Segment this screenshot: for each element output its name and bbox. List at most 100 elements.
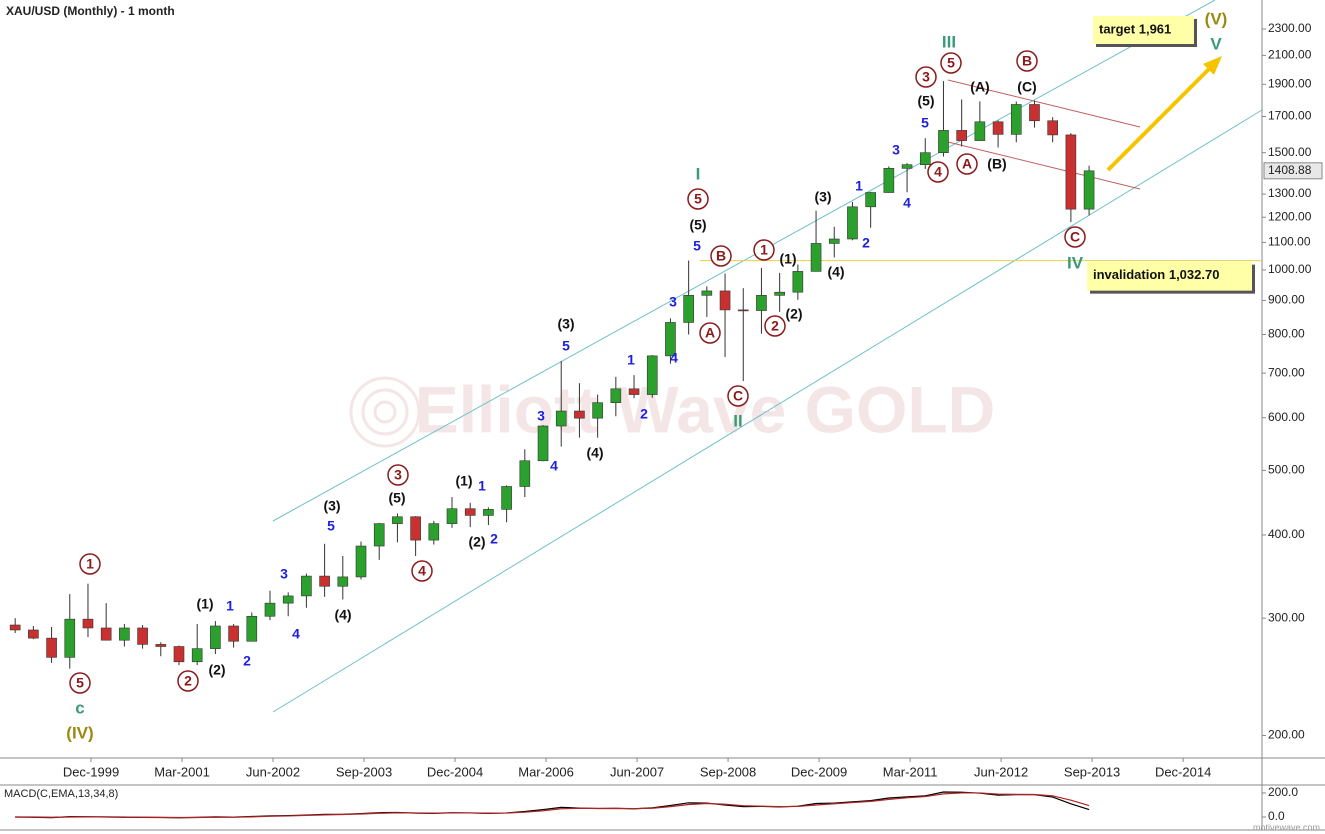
wave-label: 2 <box>490 531 498 547</box>
x-tick-label: Dec-2009 <box>791 764 847 779</box>
y-tick-label: 700.00 <box>1268 365 1305 379</box>
macd-tick-label: 0.0 <box>1268 809 1285 823</box>
x-tick-label: Sep-2003 <box>336 764 392 779</box>
wave-label: (3) <box>814 189 831 205</box>
x-tick-label: Mar-2006 <box>518 764 574 779</box>
candle-body <box>592 402 603 419</box>
candle-body <box>665 322 676 357</box>
candle-body <box>392 516 403 524</box>
watermark-group: Elliott Wave GOLD <box>349 372 996 448</box>
candle-body <box>992 121 1004 135</box>
wave-circle <box>411 560 433 582</box>
wave-label: 5 <box>921 115 929 131</box>
candle-body <box>574 410 585 419</box>
wave-label: 1 <box>478 478 486 494</box>
candle-body <box>756 295 767 311</box>
wave-circle <box>1064 226 1086 248</box>
target-arrow-head <box>1203 56 1222 75</box>
watermark: Elliott Wave GOLD <box>415 372 996 446</box>
channel-line <box>272 109 1263 713</box>
wave-label: 4 <box>550 458 558 474</box>
candle-body <box>501 486 512 510</box>
wave-label: II <box>733 411 742 430</box>
candle-body <box>701 290 713 296</box>
wave-label: V <box>1210 34 1222 53</box>
candle-body <box>337 576 349 587</box>
candle-body <box>628 388 640 395</box>
y-tick-label: 2300.00 <box>1268 21 1312 35</box>
x-tick-label: Dec-1999 <box>63 764 119 779</box>
x-tick-label: Jun-2002 <box>246 764 300 779</box>
y-tick-label: 600.00 <box>1268 410 1305 424</box>
wave-label: 4 <box>292 626 300 642</box>
x-tick-label: Sep-2008 <box>700 764 756 779</box>
y-tick-label: 800.00 <box>1268 327 1305 341</box>
wave-circle <box>727 385 749 407</box>
target-arrow <box>1106 64 1214 172</box>
wave-circle <box>387 464 409 486</box>
y-tick-label: 900.00 <box>1268 293 1305 307</box>
wave-label: 4 <box>418 563 426 579</box>
price-tag <box>1263 162 1323 180</box>
candle-body <box>410 516 421 541</box>
y-tick-label: 1700.00 <box>1268 109 1312 123</box>
invalidation-label: invalidation 1,032.70 <box>1093 267 1219 282</box>
candle-body <box>119 627 130 641</box>
y-tick-label: 1000.00 <box>1268 262 1312 276</box>
wave-label: 3 <box>394 467 402 483</box>
candle-body <box>9 624 21 631</box>
y-tick-label: 500.00 <box>1268 463 1305 477</box>
wave-label: B <box>716 248 726 264</box>
wave-label: I <box>696 164 701 183</box>
candle-body <box>774 291 785 296</box>
x-tick-label: Dec-2014 <box>1155 764 1211 779</box>
footer: motivewave.com <box>1253 822 1320 832</box>
wave-label: (4) <box>334 607 351 623</box>
wave-circle <box>1016 50 1038 72</box>
wave-circle <box>699 322 721 344</box>
candle-body <box>82 618 94 629</box>
candle-body <box>210 625 221 649</box>
candle-body <box>137 627 148 645</box>
candle-body <box>228 625 239 642</box>
wave-label: (5) <box>388 490 405 506</box>
target-box <box>1093 16 1194 44</box>
candle-body <box>847 206 858 240</box>
candle-body <box>956 130 967 141</box>
wave-label: C <box>1070 229 1080 245</box>
x-tick-label: Dec-2004 <box>427 764 483 779</box>
wave-label: (3) <box>557 316 574 332</box>
wave-label: 2 <box>184 673 192 689</box>
candle-body <box>464 508 476 516</box>
wave-label: 5 <box>693 238 701 254</box>
candle-body <box>810 243 822 272</box>
candle-body <box>1047 120 1058 136</box>
wave-label: 3 <box>537 408 545 424</box>
wave-label: (IV) <box>66 723 93 742</box>
wave-label: 4 <box>670 350 678 366</box>
candle-body <box>683 295 694 323</box>
wave-circle <box>915 66 937 88</box>
wave-label: 3 <box>280 566 288 582</box>
y-tick-label: 1100.00 <box>1268 235 1311 249</box>
wave-label: III <box>942 32 956 51</box>
candle-body <box>282 595 294 604</box>
wave-circle <box>69 672 91 694</box>
wave-label: 3 <box>892 142 900 158</box>
candle-body <box>537 425 549 462</box>
y-tick-label: 1500.00 <box>1268 145 1312 159</box>
candle-body <box>319 575 330 587</box>
wave-circle <box>687 188 709 210</box>
candle-body <box>883 168 895 193</box>
macd-title: MACD(C,EMA,13,34,8) <box>4 788 118 800</box>
wave-label: (C) <box>1017 79 1036 95</box>
wave-label: 4 <box>903 195 911 211</box>
candle-body <box>428 523 440 541</box>
wave-label: 1 <box>86 556 94 572</box>
candle-body <box>974 121 986 141</box>
wave-label: (1) <box>196 596 213 612</box>
y-tick-label: 400.00 <box>1268 527 1305 541</box>
wave-label: 3 <box>669 294 677 310</box>
wave-label: 3 <box>922 69 930 85</box>
wave-circle <box>764 315 786 337</box>
